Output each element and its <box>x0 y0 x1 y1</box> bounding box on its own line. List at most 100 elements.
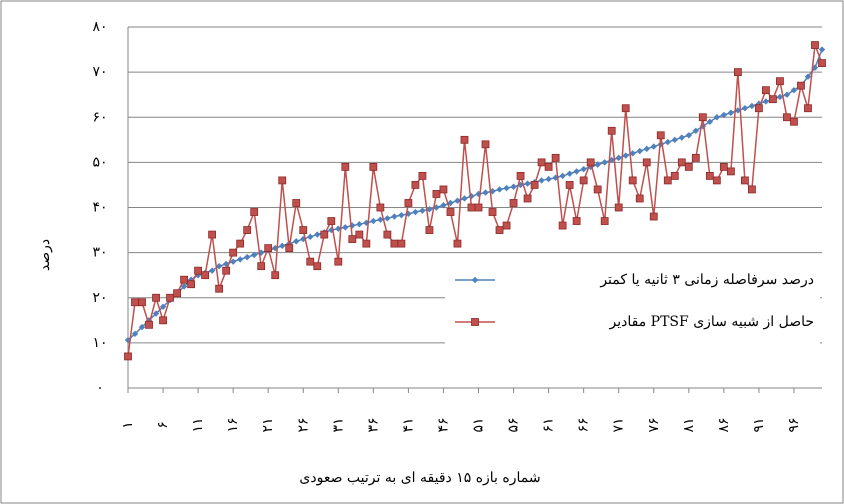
point <box>307 233 314 241</box>
x-tick-label: ۵۱ <box>471 417 487 432</box>
point <box>397 239 406 248</box>
point <box>684 162 693 171</box>
point <box>166 293 174 302</box>
point <box>412 208 419 216</box>
y-tick-label: ۷۰ <box>92 64 107 80</box>
x-tick-label: ۹۱ <box>751 417 767 432</box>
point <box>468 193 475 200</box>
point <box>439 185 448 194</box>
point <box>804 73 812 80</box>
x-tick-label: ۸۶ <box>716 417 732 432</box>
point <box>278 176 287 185</box>
point <box>496 186 503 193</box>
point <box>734 107 742 114</box>
y-tick-label: ۳۰ <box>92 245 107 261</box>
point <box>264 244 273 253</box>
point <box>180 283 188 290</box>
x-tick-label: ۶۶ <box>576 417 592 432</box>
point <box>215 284 224 293</box>
point <box>566 170 573 177</box>
point <box>243 253 251 261</box>
point <box>601 159 608 166</box>
point <box>454 197 461 204</box>
point <box>629 150 636 157</box>
point <box>516 172 525 180</box>
point <box>573 168 580 175</box>
point <box>201 271 210 280</box>
point <box>776 77 784 86</box>
point <box>471 318 479 326</box>
point <box>769 95 777 104</box>
point <box>124 352 132 361</box>
point <box>370 217 377 225</box>
point <box>628 176 637 185</box>
point <box>586 158 595 167</box>
point <box>481 140 490 149</box>
point <box>411 181 420 189</box>
point <box>811 64 819 71</box>
point <box>740 176 749 185</box>
point <box>131 298 139 307</box>
point <box>636 147 643 155</box>
point <box>593 185 602 194</box>
point <box>299 226 308 234</box>
point <box>551 153 560 162</box>
point <box>635 194 644 203</box>
x-axis-title: شماره بازه ۱۵ دقیقه ای به ترتیب صعودی <box>299 470 540 486</box>
point <box>580 165 587 173</box>
point <box>720 111 728 119</box>
point <box>341 162 350 171</box>
point <box>572 217 581 225</box>
point <box>314 231 321 238</box>
y-tick-label: ۴۰ <box>92 200 107 216</box>
point <box>460 135 469 144</box>
point <box>607 126 616 135</box>
y-tick-label: ۰ <box>96 380 104 396</box>
point <box>145 320 153 329</box>
y-tick-label: ۲۰ <box>92 290 107 306</box>
point <box>404 199 413 207</box>
legend-label: مقادیر PTSF حاصل از شبیه سازی <box>609 314 814 330</box>
point <box>348 235 357 243</box>
point <box>152 293 160 302</box>
point <box>755 104 763 113</box>
legend-label: درصد سرفاصله زمانی ۳ ثانیه یا کمتر <box>599 272 814 288</box>
point <box>579 176 588 185</box>
point <box>432 190 441 198</box>
point <box>712 176 721 185</box>
point <box>705 172 714 180</box>
y-axis-title: درصد <box>37 239 53 271</box>
point <box>530 181 539 189</box>
x-tick-label: ۴۱ <box>400 417 416 432</box>
y-tick-label: ۸۰ <box>92 19 107 35</box>
point <box>538 177 545 184</box>
point <box>320 230 329 239</box>
point <box>783 113 791 122</box>
y-tick-label: ۵۰ <box>92 154 107 170</box>
x-tick-label: ۶۱ <box>541 417 557 432</box>
point <box>811 41 819 49</box>
point <box>747 185 756 194</box>
point <box>369 162 378 171</box>
x-tick-label: ۹۶ <box>786 417 802 432</box>
x-tick-label: ۴۶ <box>435 417 451 432</box>
point <box>194 271 202 279</box>
point <box>643 145 650 153</box>
point <box>600 217 609 225</box>
point <box>159 303 167 310</box>
point <box>524 180 531 187</box>
point <box>804 104 812 113</box>
point <box>698 113 707 122</box>
point <box>502 221 511 230</box>
point <box>271 271 280 280</box>
point <box>215 262 223 270</box>
point <box>398 211 405 219</box>
x-tick-label: ۱ <box>120 421 136 429</box>
point <box>138 323 146 331</box>
point <box>776 93 784 101</box>
point <box>292 199 301 207</box>
point <box>342 224 349 231</box>
point <box>293 238 300 245</box>
